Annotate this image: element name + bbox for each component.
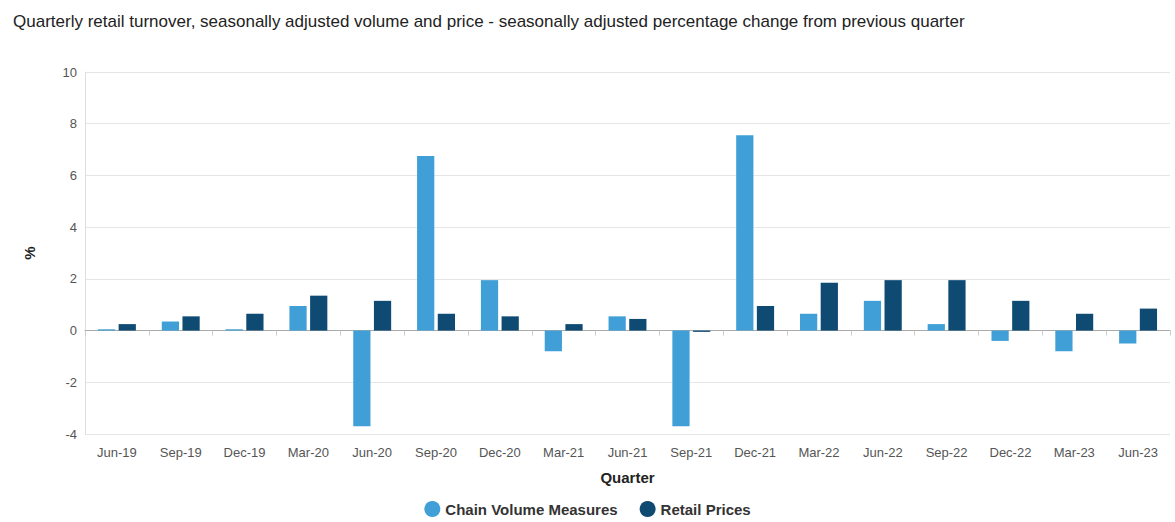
svg-text:Jun-23: Jun-23	[1118, 445, 1158, 460]
svg-text:Dec-21: Dec-21	[734, 445, 776, 460]
svg-text:Jun-20: Jun-20	[352, 445, 392, 460]
svg-text:Sep-20: Sep-20	[415, 445, 457, 460]
svg-text:Jun-19: Jun-19	[97, 445, 137, 460]
svg-text:Chain Volume Measures: Chain Volume Measures	[445, 501, 617, 518]
svg-text:Sep-22: Sep-22	[926, 445, 968, 460]
svg-text:Dec-22: Dec-22	[989, 445, 1031, 460]
svg-text:Dec-20: Dec-20	[479, 445, 521, 460]
svg-text:8: 8	[70, 116, 77, 131]
svg-text:2: 2	[70, 271, 77, 286]
svg-text:Sep-19: Sep-19	[160, 445, 202, 460]
svg-text:Jun-21: Jun-21	[608, 445, 648, 460]
svg-text:-2: -2	[65, 375, 77, 390]
svg-text:Retail Prices: Retail Prices	[661, 501, 751, 518]
svg-text:Mar-23: Mar-23	[1054, 445, 1095, 460]
svg-text:4: 4	[70, 220, 77, 235]
svg-text:Quarterly retail turnover, sea: Quarterly retail turnover, seasonally ad…	[13, 12, 965, 31]
svg-text:%: %	[21, 246, 38, 259]
svg-text:Jun-22: Jun-22	[863, 445, 903, 460]
svg-text:0: 0	[70, 323, 77, 338]
svg-text:-4: -4	[65, 427, 77, 442]
svg-text:Dec-19: Dec-19	[224, 445, 266, 460]
svg-text:Mar-20: Mar-20	[288, 445, 329, 460]
svg-text:10: 10	[63, 65, 77, 80]
svg-text:Mar-21: Mar-21	[543, 445, 584, 460]
svg-text:6: 6	[70, 168, 77, 183]
svg-text:Sep-21: Sep-21	[670, 445, 712, 460]
svg-text:Quarter: Quarter	[600, 469, 654, 486]
svg-text:Mar-22: Mar-22	[798, 445, 839, 460]
